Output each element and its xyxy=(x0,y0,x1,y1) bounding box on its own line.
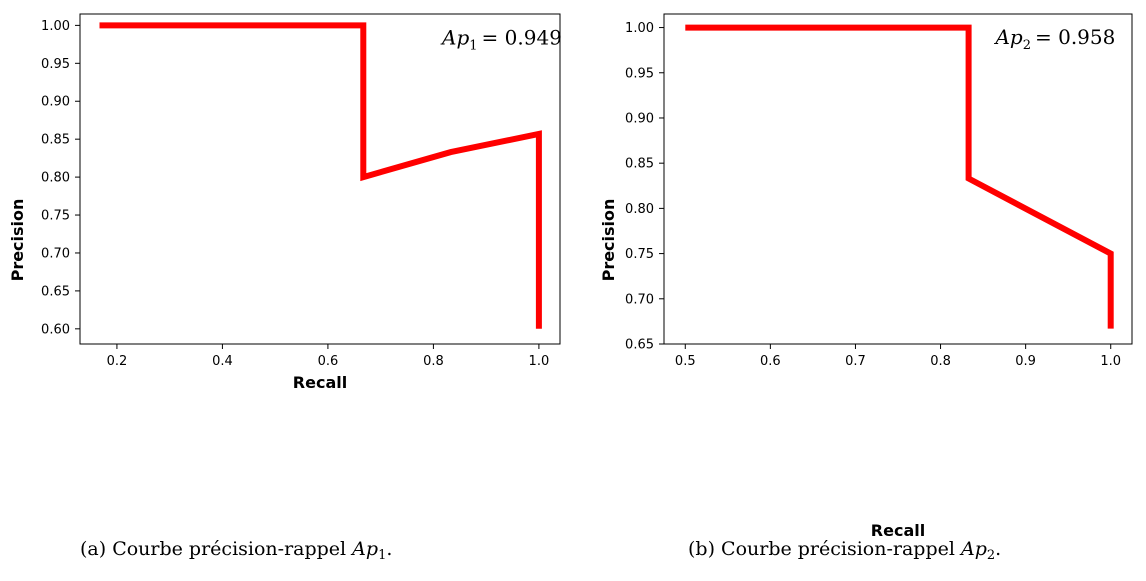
y-tick-label: 0.75 xyxy=(625,247,654,262)
ap-annotation-subscript: 2 xyxy=(1023,38,1031,53)
y-tick-label: 0.65 xyxy=(625,338,654,353)
x-tick-label: 1.0 xyxy=(1100,354,1121,369)
chart-panel-a: 0.60 0.65 0.70 0.75 0.80 0.85 0.90 0.95 1.00 0.2… xyxy=(8,13,562,563)
caption-ap: Ap xyxy=(350,538,378,560)
caption-sub: 2 xyxy=(987,548,995,563)
y-tick-label: 1.00 xyxy=(41,19,70,34)
caption-suffix: . xyxy=(386,538,392,560)
ap-annotation-base: Ap xyxy=(993,25,1022,49)
ap-annotation-value: = 0.958 xyxy=(1035,25,1115,49)
ap-annotation-value: = 0.949 xyxy=(482,25,562,49)
y-tick-label: 0.95 xyxy=(625,66,654,81)
precision-recall-curve xyxy=(685,24,1114,329)
y-tick-label: 0.90 xyxy=(625,111,654,126)
y-tick-label: 0.85 xyxy=(41,133,70,148)
x-tick-label: 0.4 xyxy=(212,354,233,369)
y-tick-label: 0.90 xyxy=(41,95,70,110)
ap-annotation-base: Ap xyxy=(440,25,469,49)
y-tick-label: 0.75 xyxy=(41,209,70,224)
y-tick-label: 0.80 xyxy=(41,171,70,186)
ap-annotation-subscript: 1 xyxy=(469,38,477,53)
x-axis-ticks: 0.5 0.6 0.7 0.8 0.9 1.0 xyxy=(675,344,1121,369)
y-tick-label: 0.70 xyxy=(41,246,70,261)
x-axis-label: Recall xyxy=(871,521,925,540)
caption-suffix: . xyxy=(995,538,1001,560)
x-tick-label: 0.8 xyxy=(423,354,444,369)
y-tick-label: 0.70 xyxy=(625,292,654,307)
y-axis-ticks: 0.60 0.65 0.70 0.75 0.80 0.85 0.90 0.95 1.00 xyxy=(41,19,80,337)
y-tick-label: 0.85 xyxy=(625,157,654,172)
x-tick-label: 0.8 xyxy=(930,354,951,369)
y-tick-label: 1.00 xyxy=(625,21,654,36)
precision-recall-curve xyxy=(99,22,542,329)
y-tick-label: 0.95 xyxy=(41,57,70,72)
caption-prefix: (b) Courbe précision-rappel xyxy=(688,538,961,560)
y-tick-label: 0.80 xyxy=(625,202,654,217)
y-axis-label: Precision xyxy=(599,199,618,282)
y-tick-label: 0.65 xyxy=(41,284,70,299)
y-axis-label: Precision xyxy=(8,199,27,282)
x-tick-label: 0.2 xyxy=(107,354,128,369)
caption-b: (b) Courbe précision-rappel Ap2. xyxy=(688,538,1001,563)
caption-a: (a) Courbe précision-rappel Ap1. xyxy=(80,538,392,563)
x-tick-label: 0.5 xyxy=(675,354,696,369)
x-tick-label: 1.0 xyxy=(529,354,550,369)
caption-ap: Ap xyxy=(959,538,987,560)
y-axis-ticks: 0.65 0.70 0.75 0.80 0.85 0.90 0.95 1.00 xyxy=(625,21,664,353)
x-tick-label: 0.6 xyxy=(318,354,339,369)
plot-frame xyxy=(663,13,1133,345)
x-axis-ticks: 0.2 0.4 0.6 0.8 1.0 xyxy=(107,344,550,369)
x-tick-label: 0.6 xyxy=(760,354,781,369)
x-tick-label: 0.9 xyxy=(1015,354,1036,369)
chart-panel-b: 0.650.700.750.800.850.900.951.00 0.5 0.6 0… xyxy=(599,13,1133,563)
plot-frame xyxy=(79,13,561,345)
caption-prefix: (a) Courbe précision-rappel xyxy=(80,538,352,560)
ap-annotation: Ap2 = 0.958 xyxy=(993,25,1115,53)
x-tick-label: 0.7 xyxy=(845,354,866,369)
x-axis-label: Recall xyxy=(293,373,347,392)
ap-annotation: Ap1 = 0.949 xyxy=(440,25,562,53)
caption-sub: 1 xyxy=(378,548,386,563)
y-tick-label: 0.60 xyxy=(41,322,70,337)
